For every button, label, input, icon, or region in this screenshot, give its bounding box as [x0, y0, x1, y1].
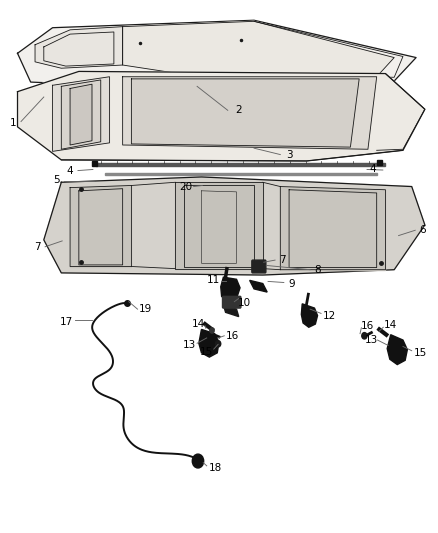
Text: 9: 9	[288, 279, 295, 288]
Text: 15: 15	[200, 347, 213, 357]
Circle shape	[362, 333, 367, 339]
Bar	[377, 160, 382, 165]
Polygon shape	[131, 80, 307, 83]
Polygon shape	[175, 182, 263, 269]
Polygon shape	[221, 277, 240, 301]
Text: 18: 18	[209, 463, 223, 473]
Text: 16: 16	[226, 331, 239, 341]
Text: 16: 16	[361, 321, 374, 331]
Circle shape	[210, 328, 214, 333]
Text: 8: 8	[314, 265, 321, 274]
Text: 14: 14	[191, 319, 205, 329]
Text: 12: 12	[323, 311, 336, 320]
Polygon shape	[123, 77, 377, 149]
Polygon shape	[105, 173, 377, 175]
Polygon shape	[199, 329, 219, 357]
Circle shape	[215, 341, 221, 347]
FancyBboxPatch shape	[223, 296, 241, 308]
Bar	[92, 161, 97, 166]
Circle shape	[192, 454, 204, 468]
Polygon shape	[61, 80, 101, 149]
Polygon shape	[18, 71, 425, 161]
Polygon shape	[18, 20, 416, 88]
Polygon shape	[96, 163, 385, 166]
Text: 7: 7	[34, 243, 41, 252]
Polygon shape	[123, 21, 394, 81]
Text: 5: 5	[53, 175, 60, 185]
Text: 4: 4	[370, 165, 377, 174]
Text: 13: 13	[365, 335, 378, 345]
Text: 4: 4	[67, 166, 74, 175]
Polygon shape	[131, 79, 359, 147]
Polygon shape	[387, 335, 407, 365]
Polygon shape	[223, 305, 239, 317]
Text: 13: 13	[183, 341, 196, 350]
Text: 6: 6	[419, 225, 426, 235]
Text: 17: 17	[60, 317, 73, 327]
FancyBboxPatch shape	[252, 260, 266, 273]
Text: 2: 2	[235, 106, 242, 115]
Text: 7: 7	[279, 255, 286, 265]
Text: 19: 19	[139, 304, 152, 314]
Text: 15: 15	[414, 348, 427, 358]
Polygon shape	[250, 280, 267, 292]
Polygon shape	[35, 27, 123, 68]
Polygon shape	[70, 84, 92, 145]
Text: 10: 10	[238, 298, 251, 308]
Polygon shape	[70, 185, 131, 266]
Polygon shape	[44, 177, 425, 275]
Text: 14: 14	[384, 320, 397, 330]
Text: 1: 1	[10, 118, 17, 127]
Polygon shape	[301, 304, 318, 327]
Text: 11: 11	[207, 276, 220, 285]
Text: 20: 20	[180, 182, 193, 191]
Text: 3: 3	[286, 150, 293, 159]
Polygon shape	[53, 77, 110, 151]
Polygon shape	[280, 187, 385, 270]
